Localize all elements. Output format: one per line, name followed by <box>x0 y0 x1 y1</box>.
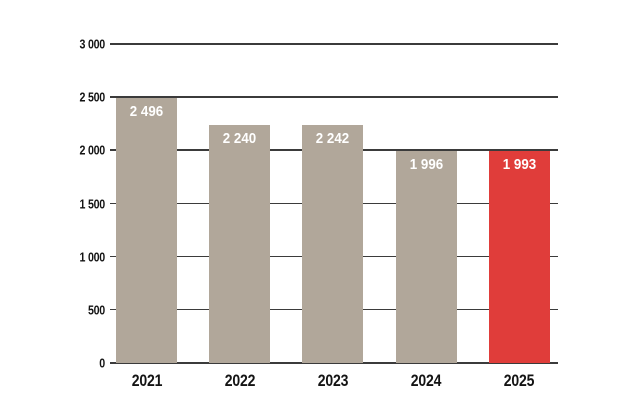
bar-value-label: 2 240 <box>222 130 257 147</box>
y-axis-tick-label: 3 000 <box>79 36 106 52</box>
bar-2022: 2 240 <box>209 124 271 363</box>
y-axis-tick-label: 2 000 <box>79 142 106 158</box>
x-axis-tick-label-2022: 2022 <box>224 372 255 390</box>
x-axis-tick-label-2021: 2021 <box>131 372 162 390</box>
gridline-3000 <box>110 43 558 45</box>
x-axis-tick-label-2024: 2024 <box>410 372 442 390</box>
x-axis-tick-label-2023: 2023 <box>317 372 349 390</box>
bar-value-label: 2 242 <box>316 130 350 147</box>
bar-2021: 2 496 <box>116 97 177 363</box>
y-axis-tick-label: 500 <box>87 302 105 318</box>
bar-2023: 2 242 <box>302 124 364 363</box>
bar-value-label: 1 993 <box>502 157 536 174</box>
gridline-2500 <box>110 96 558 98</box>
y-axis-tick-label: 0 <box>99 355 105 371</box>
bar-2025: 1 993 <box>488 151 550 363</box>
y-axis-tick-label: 2 500 <box>79 89 106 105</box>
y-axis-tick-label: 1 000 <box>79 249 106 265</box>
bar-value-label: 1 996 <box>409 156 443 173</box>
gridline-0 <box>110 362 558 364</box>
y-axis-tick-label: 1 500 <box>79 196 106 211</box>
bar-value-label: 2 496 <box>129 103 164 120</box>
x-axis-tick-label-2025: 2025 <box>504 372 535 390</box>
bar-2024: 1 996 <box>395 150 457 363</box>
